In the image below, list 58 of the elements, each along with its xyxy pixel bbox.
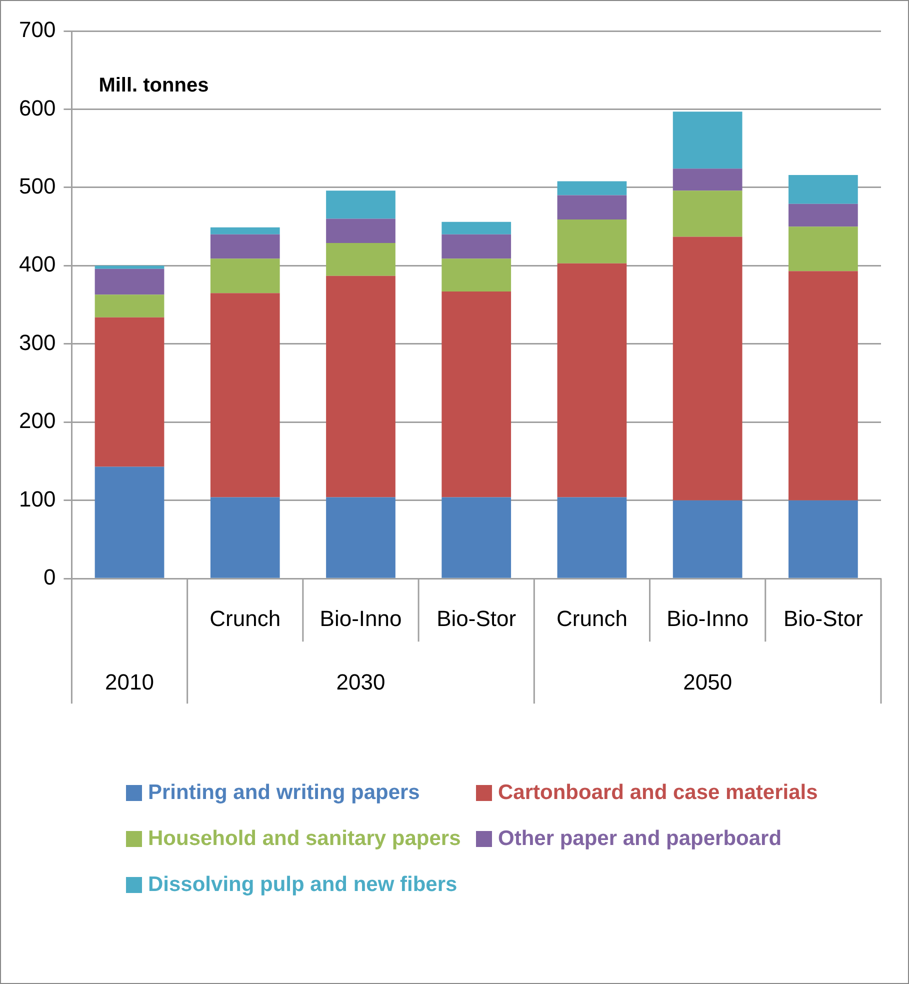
bar <box>442 258 512 292</box>
y-tick-label: 200 <box>18 408 56 434</box>
x-tick-label: Crunch <box>556 606 628 631</box>
bar <box>442 497 512 578</box>
legend-label: Household and sanitary papers <box>148 827 461 851</box>
bar <box>210 293 280 498</box>
bar <box>94 268 164 295</box>
y-tick-label: 100 <box>18 486 56 512</box>
legend-label: Other paper and paperboard <box>498 827 782 851</box>
bar <box>210 258 280 294</box>
bar <box>326 276 396 498</box>
bar <box>788 271 858 500</box>
legend-label: Printing and writing papers <box>148 781 420 805</box>
bar <box>442 222 512 234</box>
bar <box>788 226 858 272</box>
text: 2010 <box>105 670 154 695</box>
bar <box>557 195 627 220</box>
text: 2030 <box>336 670 386 695</box>
bar <box>557 497 627 578</box>
bar <box>557 220 627 264</box>
bar <box>210 227 280 234</box>
bar <box>326 497 396 578</box>
bar <box>326 190 396 219</box>
y-tick-label: 700 <box>18 17 56 42</box>
y-tick-label: 500 <box>18 174 56 199</box>
x-tick-label: Bio-Stor <box>436 606 516 631</box>
bar <box>94 266 164 269</box>
x-tick-label: Bio-Inno <box>666 606 749 631</box>
bar <box>94 317 164 467</box>
y-tick-label: 400 <box>18 252 56 277</box>
bar <box>326 218 396 243</box>
bar <box>672 112 742 169</box>
bar <box>557 263 627 498</box>
bar <box>442 292 512 498</box>
bar <box>672 168 742 191</box>
legend-label: Cartonboard and case materials <box>498 781 818 805</box>
bar <box>326 243 396 276</box>
bar <box>210 497 280 578</box>
text: 2050 <box>683 670 732 695</box>
bar <box>210 234 280 259</box>
y-tick-label: 0 <box>43 564 56 590</box>
bar <box>788 174 858 204</box>
x-tick-label: Bio-Inno <box>320 606 402 631</box>
bar <box>94 466 164 578</box>
bar <box>557 181 627 196</box>
x-tick-label: Bio-Stor <box>783 606 863 631</box>
bar <box>94 294 164 318</box>
legend-label: Dissolving pulp and new fibers <box>148 873 458 897</box>
bar <box>788 204 858 227</box>
bar <box>788 500 858 578</box>
bar <box>672 236 742 500</box>
y-tick-label: 600 <box>18 95 56 120</box>
y-axis-title: Mill. tonnes <box>98 74 209 97</box>
bar <box>442 234 512 259</box>
x-tick-label: Crunch <box>210 606 281 631</box>
y-tick-label: 300 <box>18 330 56 355</box>
bar <box>672 500 742 578</box>
bar <box>672 190 742 237</box>
